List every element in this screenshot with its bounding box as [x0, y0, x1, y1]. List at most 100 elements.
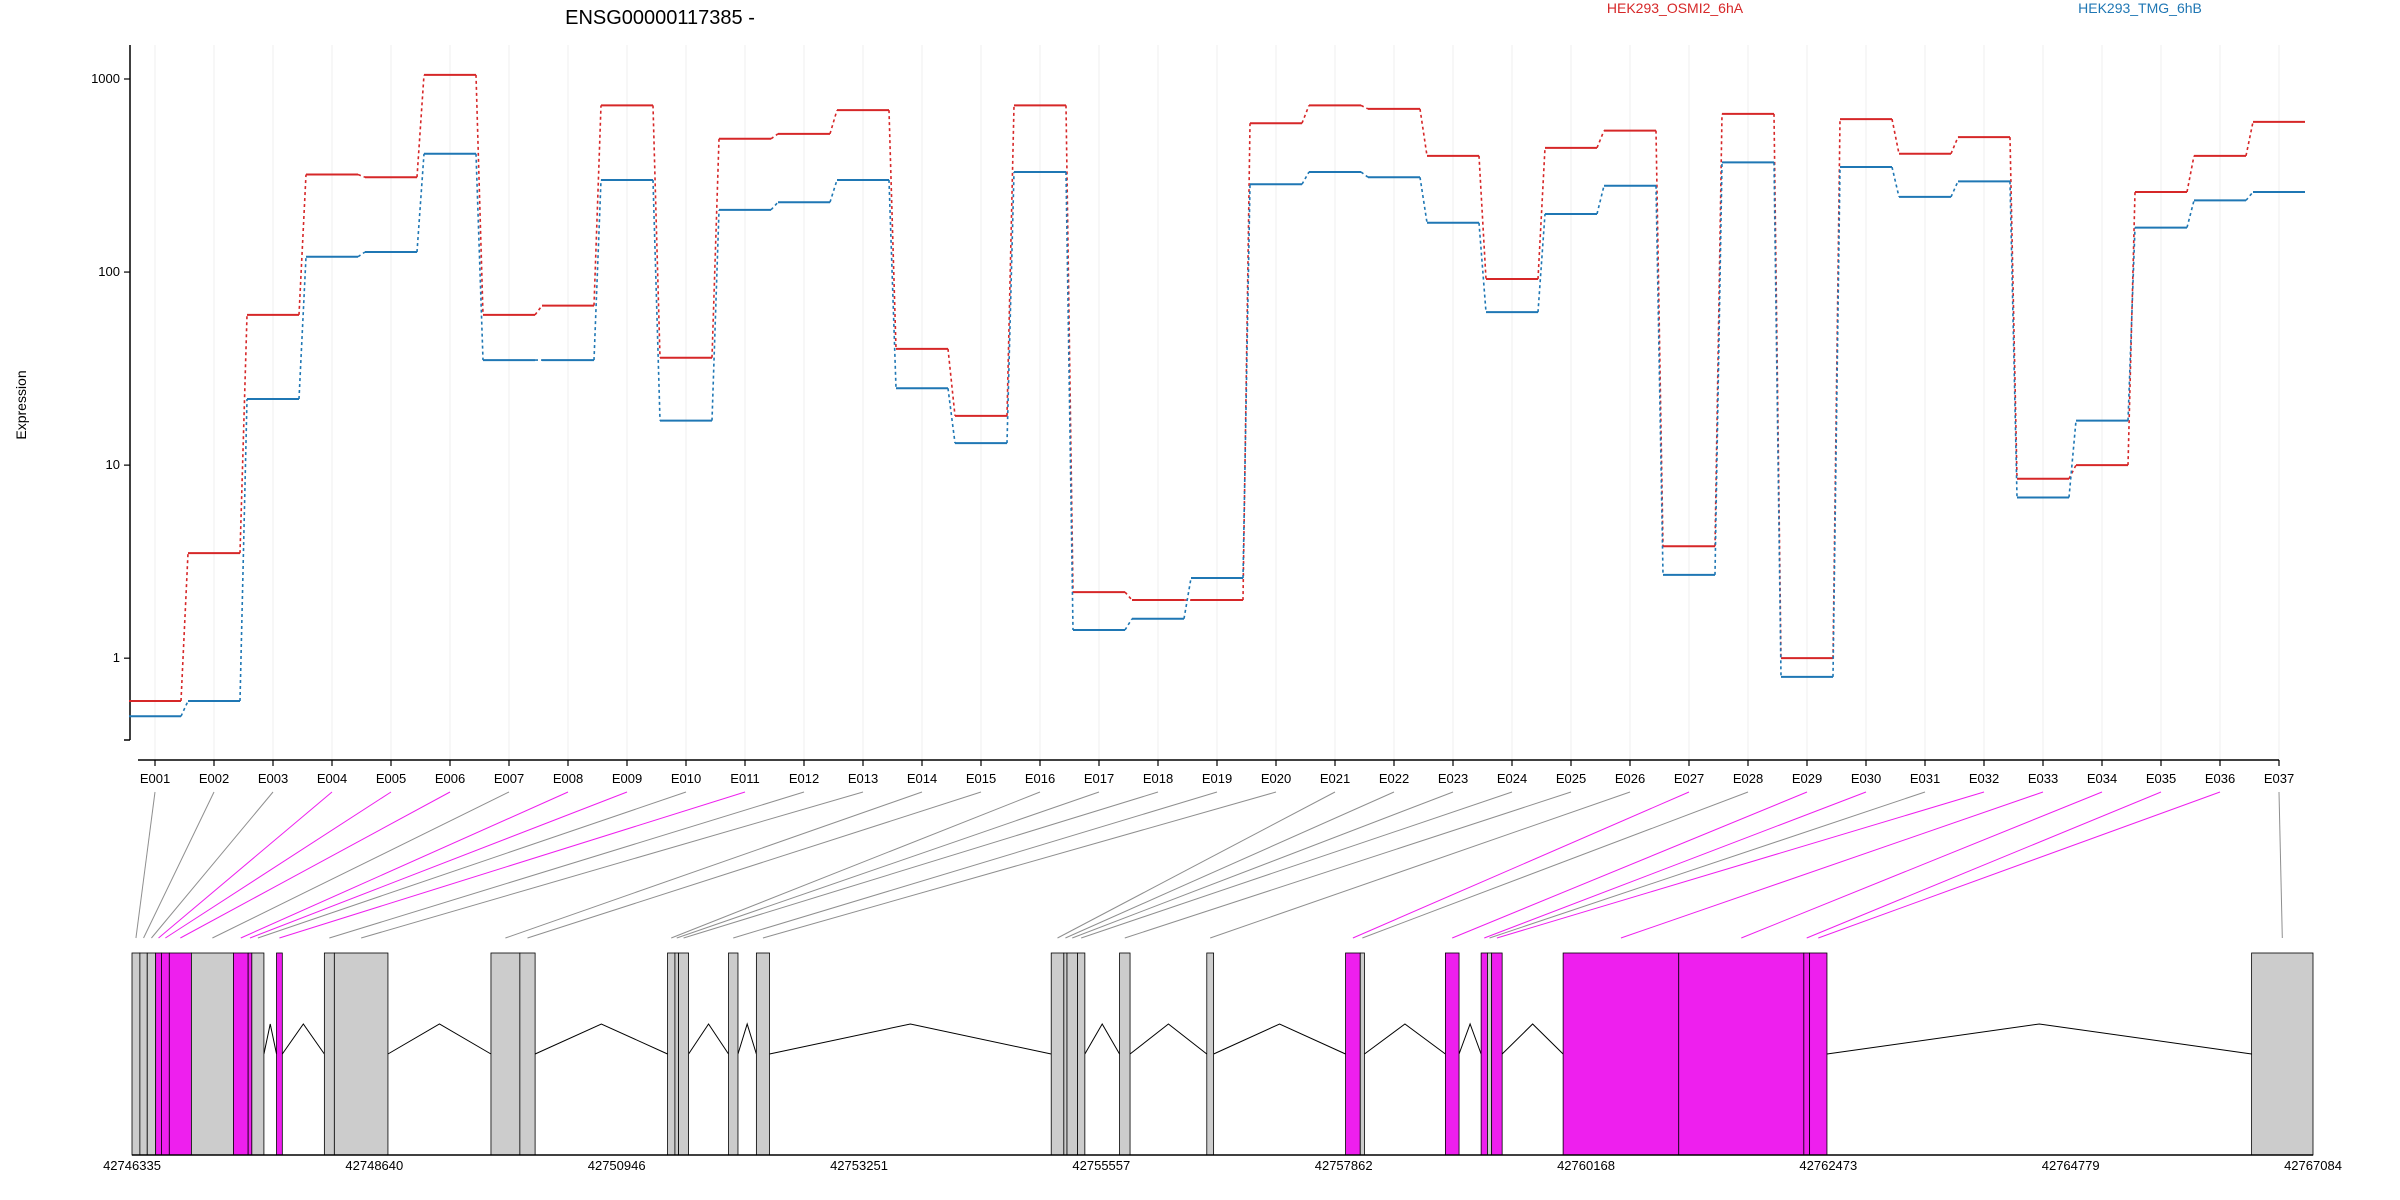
series-transition	[1832, 167, 1841, 677]
x-tick-label: E010	[671, 771, 701, 786]
x-tick-label: E013	[848, 771, 878, 786]
exon-box	[1050, 952, 1065, 1156]
exon-connector	[1484, 791, 1867, 939]
x-tick-label: E020	[1261, 771, 1291, 786]
exon-connector	[361, 791, 864, 939]
series-transition	[1891, 118, 1900, 154]
exon-connector	[671, 791, 1041, 939]
x-tick-label: E028	[1733, 771, 1763, 786]
exon-connector	[762, 791, 1277, 939]
x-tick-label: E009	[612, 771, 642, 786]
exon-connector	[212, 791, 510, 939]
series-transition	[829, 179, 838, 203]
coordinate-label: 42762473	[1799, 1158, 1857, 1173]
x-tick-label: E025	[1556, 771, 1586, 786]
series-transition	[1124, 591, 1133, 601]
expression-series	[129, 73, 2305, 718]
series-transition	[770, 133, 779, 140]
exon-box	[667, 952, 676, 1156]
chart-title: ENSG00000117385 -	[565, 7, 755, 29]
exon-box	[146, 952, 157, 1156]
exon-box	[1562, 952, 1680, 1156]
exon-box	[323, 952, 335, 1156]
genomic-coordinate-axis: 42746335 42748640 42750946 42753251 42755557…	[103, 1154, 2342, 1173]
series-transition	[357, 251, 366, 258]
series-transition	[1419, 108, 1428, 156]
series-transition	[1124, 618, 1133, 631]
x-tick-label: E012	[789, 771, 819, 786]
exon-connector	[135, 791, 156, 939]
series-transition	[475, 74, 484, 315]
y-tick-label: 10	[106, 457, 120, 472]
intron-line	[534, 1023, 668, 1055]
exon-connector	[329, 791, 805, 939]
exon-connector	[240, 791, 569, 939]
exon-box	[131, 952, 141, 1156]
intron-line	[1213, 1023, 1346, 1055]
coordinate-label: 42757862	[1315, 1158, 1373, 1173]
series-transition	[1773, 162, 1782, 677]
exon-connector	[676, 791, 1100, 939]
exon-box	[2251, 952, 2314, 1156]
exon-box	[1491, 952, 1503, 1156]
x-tick-label: E002	[199, 771, 229, 786]
exon-connector	[683, 791, 1159, 939]
exon-box	[161, 952, 170, 1156]
series-transition	[180, 553, 189, 702]
x-tick-label: E006	[435, 771, 465, 786]
legend-entry-osmi2: HEK293_OSMI2_6hA	[1607, 0, 1744, 16]
x-tick-label: E015	[966, 771, 996, 786]
exon-connector	[527, 791, 982, 939]
intron-line	[281, 1023, 325, 1055]
series-transition	[888, 110, 897, 349]
series-transition	[534, 305, 543, 316]
exon-box	[276, 952, 283, 1156]
series-transition	[1714, 113, 1723, 547]
intron-line	[769, 1023, 1052, 1055]
exon-box	[1119, 952, 1131, 1156]
coordinate-label: 42750946	[588, 1158, 646, 1173]
x-tick-label: E030	[1851, 771, 1881, 786]
x-tick-label: E016	[1025, 771, 1055, 786]
exon-box	[490, 952, 521, 1156]
intron-line	[1364, 1023, 1446, 1055]
exon-connector	[1496, 791, 1985, 939]
exon-box	[139, 952, 148, 1156]
exon-connector	[1741, 791, 2103, 939]
coordinate-label: 42755557	[1072, 1158, 1130, 1173]
intron-line	[387, 1023, 492, 1055]
series-transition	[1006, 105, 1015, 416]
series-transition	[1596, 130, 1605, 149]
exon-connector-lines	[135, 791, 2283, 939]
series-transition	[1478, 222, 1487, 313]
x-tick-label: E032	[1969, 771, 1999, 786]
series-transition	[239, 314, 248, 554]
series-transition	[239, 398, 248, 702]
x-tick-label: E001	[140, 771, 170, 786]
x-tick-label: E017	[1084, 771, 1114, 786]
series-transition	[2127, 227, 2136, 421]
x-tick-label: E018	[1143, 771, 1173, 786]
series-transition	[475, 153, 484, 361]
x-tick-label: E037	[2264, 771, 2294, 786]
x-tick-label: E021	[1320, 771, 1350, 786]
exon-connector	[257, 791, 687, 939]
series-transition	[1360, 171, 1369, 178]
exon-connector	[1210, 791, 1631, 939]
exon-connector	[180, 791, 451, 939]
coordinate-label: 42753251	[830, 1158, 888, 1173]
x-tick-label: E005	[376, 771, 406, 786]
exon-box	[674, 952, 679, 1156]
x-tick-label: E008	[553, 771, 583, 786]
exon-box	[1345, 952, 1361, 1156]
x-tick-label: E029	[1792, 771, 1822, 786]
exon-connector	[158, 791, 333, 939]
exon-connector	[1081, 791, 1513, 939]
series-transition	[1301, 171, 1310, 185]
x-tick-label: E011	[730, 771, 759, 786]
exon-box	[1206, 952, 1215, 1156]
series-transition	[2186, 200, 2195, 228]
series-transition	[180, 700, 189, 717]
exon-box	[168, 952, 192, 1156]
